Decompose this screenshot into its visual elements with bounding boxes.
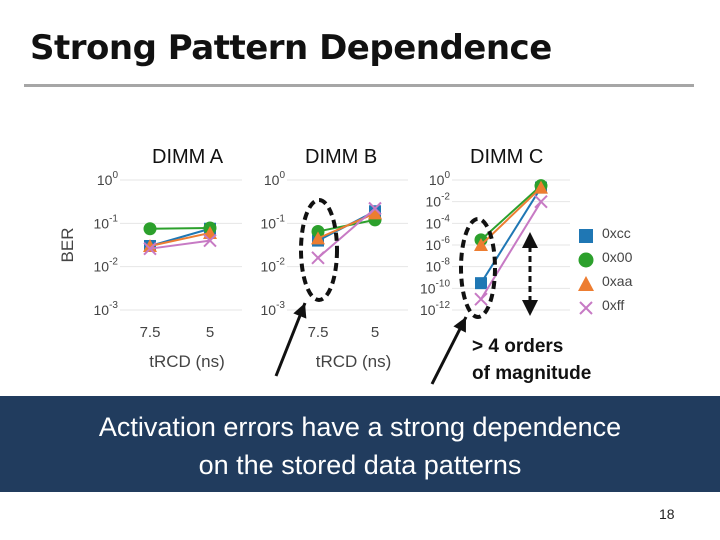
legend-label: 0xcc — [602, 225, 631, 241]
y-tick-label: 10-12 — [420, 300, 450, 318]
slide-title: Strong Pattern Dependence — [30, 28, 552, 68]
data-point-x — [534, 194, 548, 209]
y-axis-label: BER — [58, 228, 77, 263]
highlight-ellipse-dimm-c — [459, 217, 497, 319]
y-tick-label: 10-2 — [261, 257, 286, 275]
x-tick-label: 7.5 — [308, 324, 329, 341]
y-tick-label: 10-1 — [261, 213, 286, 231]
magnitude-arrow-bottom — [522, 300, 538, 316]
magnitude-arrow-top — [522, 232, 538, 248]
chart-title-dimm-c: DIMM C — [470, 146, 544, 168]
y-tick-label: 10-4 — [426, 213, 451, 231]
banner-line-1: Activation errors have a strong dependen… — [98, 412, 622, 442]
chart-title-dimm-b: DIMM B — [305, 146, 378, 168]
banner-line-2: on the stored data patterns — [198, 450, 522, 480]
data-point-circle — [143, 222, 157, 236]
legend-circle-marker — [578, 252, 594, 268]
title-divider — [24, 84, 694, 87]
takeaway-banner: Activation errors have a strong dependen… — [0, 396, 720, 492]
legend-triangle-marker — [578, 276, 594, 291]
data-point-square — [475, 277, 487, 290]
annotation-line-1: > 4 orders — [472, 336, 564, 357]
chart-title-dimm-a: DIMM A — [152, 146, 224, 168]
legend-label: 0xff — [602, 297, 625, 313]
legend-x-marker — [579, 301, 593, 315]
y-tick-label: 10-1 — [94, 213, 119, 231]
y-tick-label: 10-2 — [426, 192, 451, 210]
y-tick-label: 10-2 — [94, 257, 119, 275]
x-axis-label: tRCD (ns) — [316, 352, 392, 371]
x-tick-label: 7.5 — [140, 324, 161, 341]
y-tick-label: 10-6 — [426, 235, 451, 253]
series-line-0xcc — [480, 187, 542, 284]
pointer-arrow-dimm-b-head — [293, 303, 307, 319]
y-tick-label: 10-3 — [261, 300, 286, 318]
y-tick-label: 10-8 — [426, 257, 451, 275]
charts-canvas: 100 10-1 10-2 10-3 7.5 5 tRCD (ns) BER 100 10-1 10… — [58, 170, 570, 385]
x-tick-label: 5 — [206, 324, 214, 341]
x-axis-label: tRCD (ns) — [149, 352, 225, 371]
y-tick-label: 100 — [97, 170, 119, 188]
legend-square-marker — [579, 229, 593, 243]
page-number: 18 — [659, 506, 675, 522]
pointer-arrow-dimm-c-head — [453, 317, 466, 333]
legend-label: 0x00 — [602, 249, 633, 265]
data-point-x — [203, 233, 217, 248]
series-line-0xaa — [149, 231, 211, 247]
y-tick-label: 10-3 — [94, 300, 119, 318]
data-point-triangle — [368, 206, 382, 220]
data-point-x — [143, 241, 157, 256]
highlight-ellipse-dimm-b — [299, 198, 339, 302]
data-point-x — [368, 201, 382, 216]
legend-label: 0xaa — [602, 273, 633, 289]
y-tick-label: 100 — [264, 170, 286, 188]
annotation-line-2: of magnitude — [472, 363, 592, 384]
series-line-0xff — [317, 207, 376, 259]
y-tick-label: 10-10 — [420, 278, 450, 296]
magnitude-annotation: > 4 orders of magnitude — [472, 333, 591, 387]
y-tick-label: 100 — [429, 170, 451, 188]
series-line-0xff — [480, 201, 542, 300]
x-tick-label: 5 — [371, 324, 379, 341]
data-point-triangle — [311, 231, 325, 245]
data-point-x — [474, 292, 488, 306]
data-point-x — [311, 251, 325, 265]
data-point-triangle — [474, 238, 488, 251]
series-line-0xff — [149, 239, 211, 250]
series-line-0x00 — [149, 227, 211, 230]
data-point-triangle — [534, 180, 548, 194]
